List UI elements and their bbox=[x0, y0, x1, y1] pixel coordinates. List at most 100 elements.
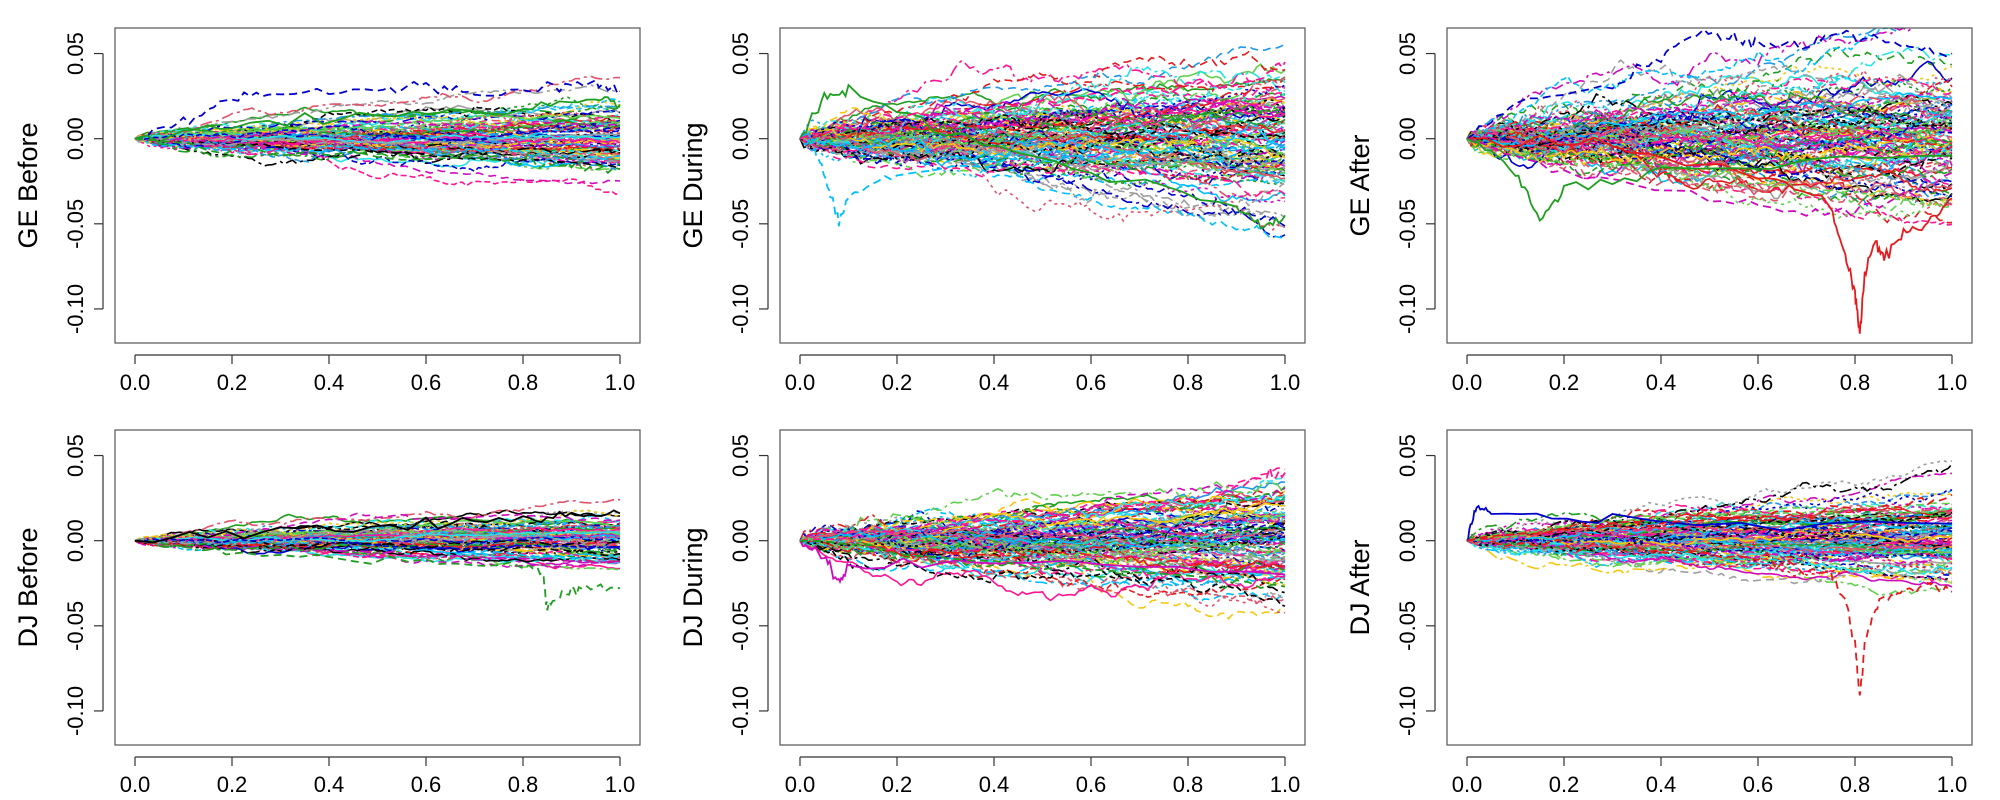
series-line bbox=[1466, 532, 1953, 560]
y-tick-label: 0.00 bbox=[63, 117, 88, 160]
series-line bbox=[134, 136, 621, 153]
series-line bbox=[1466, 77, 1953, 140]
series-line bbox=[1466, 134, 1953, 193]
x-tick-label: 0.6 bbox=[411, 370, 442, 395]
series-line bbox=[799, 108, 1286, 149]
series-line bbox=[134, 84, 621, 140]
outlier-line bbox=[799, 83, 1286, 230]
series-line bbox=[799, 533, 1286, 582]
x-tick-label: 0.4 bbox=[314, 370, 345, 395]
series-line bbox=[799, 124, 1286, 167]
series-line bbox=[134, 119, 621, 143]
series-line bbox=[1466, 535, 1953, 575]
series-line bbox=[1466, 124, 1953, 158]
x-tick-label: 0.8 bbox=[508, 772, 539, 797]
series-line bbox=[134, 124, 621, 142]
series-line bbox=[1466, 138, 1953, 207]
series-line bbox=[134, 137, 621, 164]
outlier-line bbox=[799, 61, 1286, 140]
series-line bbox=[799, 515, 1286, 545]
outlier-line bbox=[134, 509, 621, 544]
series-line bbox=[799, 43, 1286, 140]
plot-frame bbox=[779, 429, 1306, 746]
x-tick-label: 0.0 bbox=[1452, 772, 1483, 797]
series-line bbox=[134, 104, 621, 140]
x-tick-label: 0.2 bbox=[1549, 370, 1580, 395]
panel-ge-during: 0.0 0.2 0.4 0.6 0.8 1.0 -0.10 -0.05 0.00 0.05 GE D… bbox=[678, 27, 1306, 395]
series-line bbox=[799, 539, 1286, 607]
series-line bbox=[799, 74, 1286, 140]
series-line bbox=[799, 528, 1286, 581]
x-tick-label: 0.4 bbox=[314, 772, 345, 797]
outlier-line bbox=[1466, 504, 1953, 542]
series-line bbox=[134, 526, 621, 544]
y-tick-label: 0.05 bbox=[728, 32, 753, 75]
series-line bbox=[134, 137, 621, 167]
y-tick-label: 0.00 bbox=[1395, 519, 1420, 562]
outlier-line bbox=[134, 539, 621, 611]
x-tick-label: 0.6 bbox=[411, 772, 442, 797]
x-tick-label: 0.8 bbox=[1840, 370, 1871, 395]
series-line bbox=[799, 130, 1286, 170]
x-tick-label: 0.2 bbox=[882, 772, 913, 797]
x-tick-label: 0.4 bbox=[979, 370, 1010, 395]
series-line bbox=[1466, 78, 1953, 142]
plot-frame bbox=[779, 27, 1306, 344]
series-line bbox=[1466, 137, 1953, 164]
x-tick-label: 0.2 bbox=[217, 370, 248, 395]
x-tick-label: 0.0 bbox=[120, 370, 151, 395]
series-line bbox=[1466, 130, 1953, 204]
series-line bbox=[1466, 28, 1889, 140]
series-line bbox=[1466, 136, 1953, 177]
series-group bbox=[799, 463, 1286, 620]
y-axis-label: DJ After bbox=[1345, 539, 1375, 635]
series-line bbox=[134, 498, 621, 542]
series-line bbox=[799, 540, 1286, 602]
series-line bbox=[135, 509, 620, 543]
outlier-line bbox=[799, 132, 1286, 227]
series-line bbox=[135, 539, 621, 555]
series-line bbox=[1466, 92, 1953, 145]
x-tick-label: 0.6 bbox=[1076, 772, 1107, 797]
x-tick-label: 0.2 bbox=[1549, 772, 1580, 797]
y-tick-label: 0.00 bbox=[728, 519, 753, 562]
series-group bbox=[1466, 460, 1953, 696]
series-line bbox=[1466, 92, 1953, 141]
outlier-line bbox=[134, 137, 621, 175]
series-line bbox=[134, 537, 621, 563]
outlier-line bbox=[1466, 134, 1953, 334]
y-tick-label: 0.00 bbox=[1395, 117, 1420, 160]
x-tick-label: 0.0 bbox=[1452, 370, 1483, 395]
panel-dj-before: 0.0 0.2 0.4 0.6 0.8 1.0 -0.10 -0.05 0.00 0.05 DJ B… bbox=[13, 429, 641, 797]
series-line bbox=[799, 85, 1286, 140]
x-tick-label: 0.2 bbox=[217, 772, 248, 797]
series-line bbox=[1466, 109, 1953, 143]
x-tick-label: 1.0 bbox=[605, 370, 636, 395]
series-line bbox=[799, 502, 1286, 550]
series-line bbox=[799, 104, 1285, 151]
series-line bbox=[134, 75, 621, 140]
outlier-line bbox=[1466, 537, 1953, 696]
plot-frame bbox=[1446, 27, 1973, 344]
series-line bbox=[134, 539, 621, 564]
y-tick-label: 0.05 bbox=[63, 434, 88, 477]
outlier-line bbox=[1466, 137, 1953, 222]
x-tick-label: 1.0 bbox=[1270, 772, 1301, 797]
series-line bbox=[1466, 46, 1953, 142]
series-line bbox=[799, 515, 1286, 548]
series-line bbox=[1466, 530, 1953, 553]
series-line bbox=[134, 535, 621, 561]
series-line bbox=[1466, 539, 1953, 556]
y-tick-label: -0.05 bbox=[63, 199, 88, 249]
series-line bbox=[1466, 501, 1953, 542]
series-line bbox=[134, 539, 621, 554]
series-line bbox=[134, 135, 621, 148]
series-group bbox=[1466, 28, 1953, 334]
y-axis-label: DJ During bbox=[678, 527, 708, 647]
y-tick-label: -0.10 bbox=[63, 284, 88, 334]
series-line bbox=[799, 76, 1286, 143]
y-tick-label: -0.10 bbox=[728, 686, 753, 736]
series-line bbox=[1466, 124, 1953, 147]
series-line bbox=[1466, 123, 1953, 189]
